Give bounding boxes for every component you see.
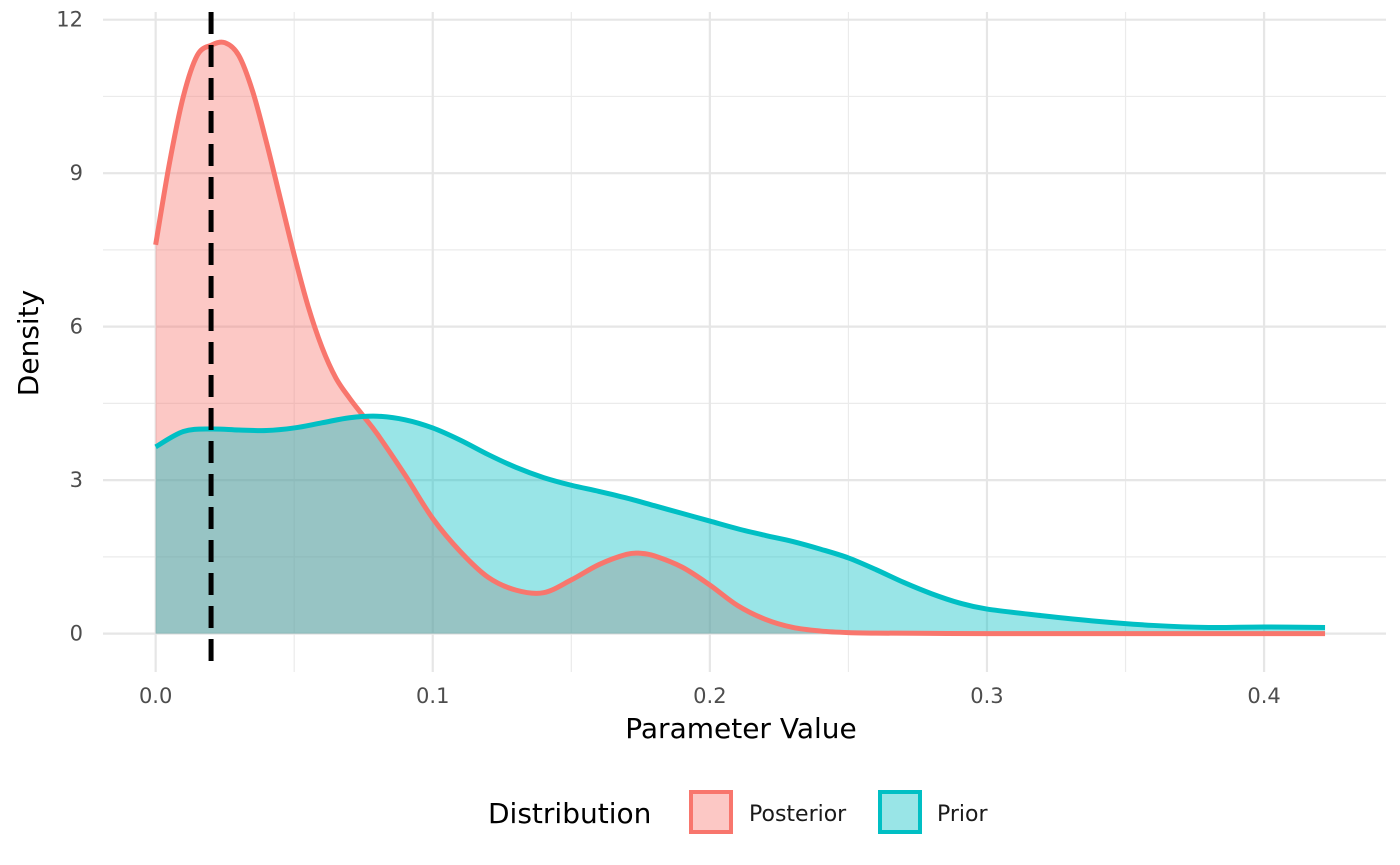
legend-title: Distribution (488, 797, 651, 830)
y-tick-label: 9 (70, 161, 83, 185)
y-tick-label: 3 (70, 468, 83, 492)
area-posterior (155, 42, 1326, 634)
legend-key-prior (878, 790, 922, 834)
grid-minor-lines (103, 12, 1386, 672)
line-prior (154, 413, 1326, 631)
density-areas (155, 42, 1326, 634)
legend-label-prior: Prior (937, 802, 988, 827)
y-axis-title: Density (12, 290, 45, 396)
y-tick-label: 12 (56, 8, 83, 32)
x-tick-labels: 0.0 0.1 0.2 0.3 0.4 (139, 684, 1281, 708)
y-tick-labels: 0 3 6 9 12 (56, 8, 83, 646)
x-tick-label: 0.3 (970, 684, 1003, 708)
x-tick-label: 0.2 (693, 684, 726, 708)
density-lines (153, 39, 1326, 637)
x-tick-label: 0.0 (139, 684, 172, 708)
line-posterior (153, 39, 1326, 637)
x-tick-label: 0.4 (1247, 684, 1280, 708)
legend-key-posterior (689, 790, 733, 834)
y-tick-label: 6 (70, 315, 83, 339)
x-tick-label: 0.1 (416, 684, 449, 708)
y-tick-label: 0 (70, 622, 83, 646)
legend: Distribution Posterior Prior (488, 790, 988, 834)
x-axis-title: Parameter Value (625, 712, 856, 745)
legend-label-posterior: Posterior (749, 802, 847, 827)
area-prior (155, 416, 1326, 634)
